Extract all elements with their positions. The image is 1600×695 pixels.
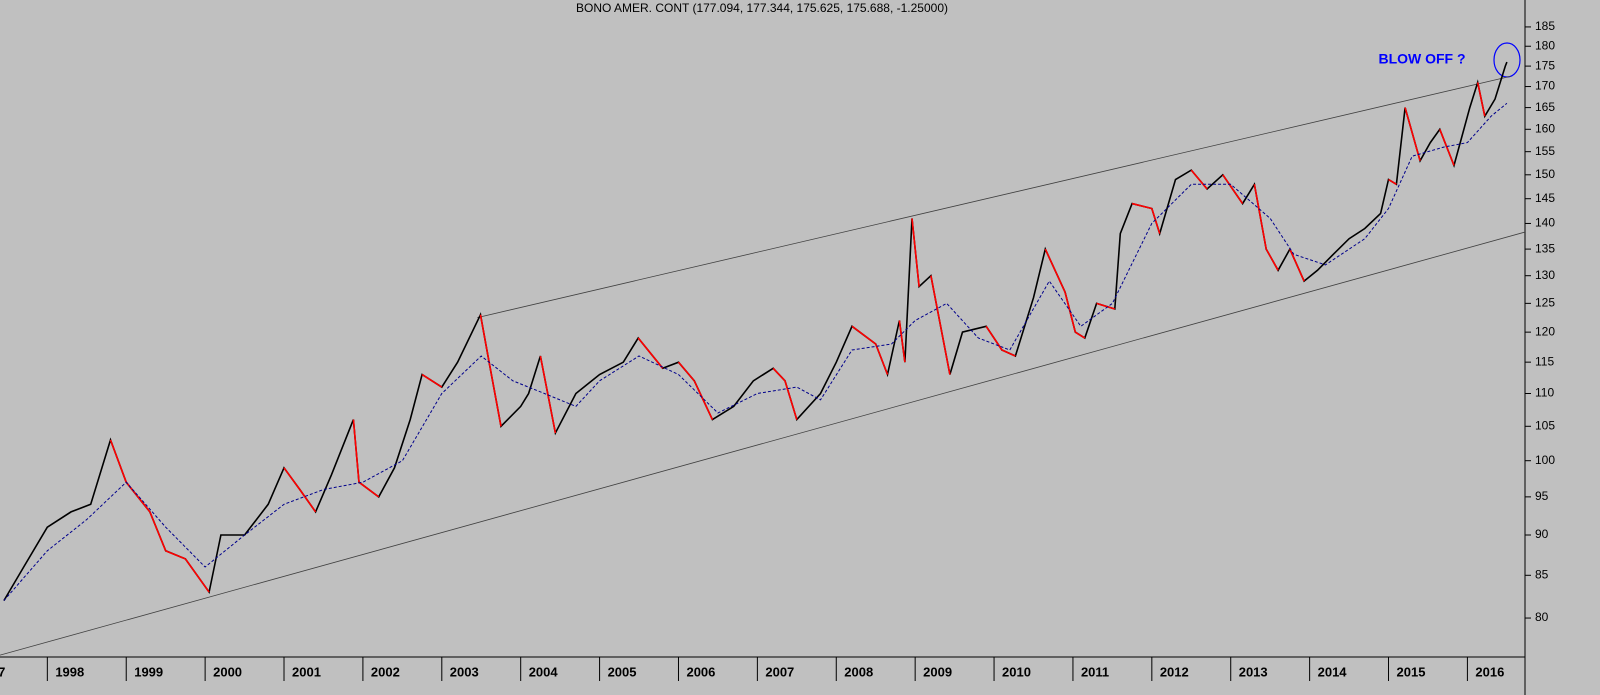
y-tick-label: 100 bbox=[1535, 453, 1555, 467]
down-segment bbox=[1404, 107, 1421, 162]
chart-title: BONO AMER. CONT (177.094, 177.344, 175.6… bbox=[576, 1, 948, 15]
down-segment bbox=[421, 373, 443, 388]
down-segment bbox=[851, 325, 877, 345]
y-tick-label: 180 bbox=[1535, 38, 1555, 52]
x-tick-label: 2008 bbox=[844, 664, 873, 679]
y-tick-label: 175 bbox=[1535, 58, 1555, 72]
y-tick-label: 105 bbox=[1535, 418, 1555, 432]
down-segment bbox=[930, 275, 951, 375]
down-segment bbox=[1064, 291, 1077, 333]
x-tick-label: 2007 bbox=[765, 664, 794, 679]
x-tick-label: 2014 bbox=[1318, 664, 1348, 679]
down-segment bbox=[539, 355, 557, 434]
down-segment bbox=[1096, 302, 1115, 310]
y-tick-label: 130 bbox=[1535, 268, 1555, 282]
y-tick-label: 145 bbox=[1535, 191, 1555, 205]
y-tick-label: 170 bbox=[1535, 79, 1555, 93]
down-segment bbox=[1074, 331, 1086, 339]
y-tick-label: 115 bbox=[1535, 354, 1554, 368]
y-tick-label: 160 bbox=[1535, 121, 1555, 135]
down-segment bbox=[1044, 248, 1066, 293]
y-tick-label: 80 bbox=[1535, 610, 1549, 624]
y-tick-label: 135 bbox=[1535, 241, 1555, 255]
down-segment bbox=[874, 343, 889, 375]
down-segment bbox=[352, 419, 360, 483]
x-tick-label: 2016 bbox=[1475, 664, 1504, 679]
down-segment bbox=[677, 361, 695, 382]
down-segment bbox=[637, 337, 664, 369]
y-tick-label: 125 bbox=[1535, 296, 1555, 310]
moving-average bbox=[3, 102, 1508, 601]
x-tick-label: 2005 bbox=[608, 664, 637, 679]
x-tick-label: 2002 bbox=[371, 664, 400, 679]
down-segment bbox=[772, 367, 786, 382]
x-tick-label: 2011 bbox=[1081, 664, 1109, 679]
y-tick-label: 155 bbox=[1535, 144, 1555, 158]
y-tick-label: 85 bbox=[1535, 567, 1549, 581]
down-segment bbox=[1001, 349, 1016, 357]
down-segment bbox=[1151, 208, 1161, 234]
x-tick-label: 2009 bbox=[923, 664, 952, 679]
down-segment bbox=[358, 481, 380, 498]
annotation: BLOW OFF ? bbox=[1378, 51, 1465, 67]
down-segment bbox=[693, 380, 714, 420]
x-tick-label: 2004 bbox=[529, 664, 559, 679]
x-tick-label: 2010 bbox=[1002, 664, 1031, 679]
down-segment bbox=[149, 511, 167, 552]
y-tick-label: 165 bbox=[1535, 100, 1555, 114]
x-tick-label: 2013 bbox=[1239, 664, 1268, 679]
down-segment bbox=[283, 467, 301, 490]
down-segment bbox=[1476, 82, 1486, 117]
down-segment bbox=[1253, 184, 1268, 250]
trend-line bbox=[477, 75, 1511, 318]
down-segment bbox=[985, 325, 1003, 351]
down-segment bbox=[479, 314, 490, 363]
x-tick-label: 1997 bbox=[0, 664, 5, 679]
x-tick-label: 1998 bbox=[55, 664, 84, 679]
x-tick-label: 2001 bbox=[292, 664, 321, 679]
y-tick-label: 185 bbox=[1535, 19, 1555, 33]
down-segment bbox=[1222, 174, 1244, 205]
x-tick-label: 2003 bbox=[450, 664, 479, 679]
y-tick-label: 110 bbox=[1535, 386, 1554, 400]
x-tick-label: 1999 bbox=[134, 664, 163, 679]
x-tick-label: 2000 bbox=[213, 664, 242, 679]
down-segment bbox=[184, 558, 210, 593]
y-tick-label: 90 bbox=[1535, 527, 1549, 541]
down-segment bbox=[1190, 169, 1208, 190]
down-segment bbox=[1131, 202, 1153, 210]
down-segment bbox=[1289, 248, 1305, 282]
down-segment bbox=[911, 218, 920, 287]
down-segment bbox=[1439, 129, 1455, 166]
x-tick-label: 2015 bbox=[1397, 664, 1426, 679]
down-segment bbox=[488, 362, 502, 427]
down-segment bbox=[165, 550, 186, 560]
y-tick-label: 120 bbox=[1535, 324, 1555, 338]
y-tick-label: 95 bbox=[1535, 489, 1549, 503]
trend-line bbox=[0, 231, 1525, 656]
y-tick-label: 140 bbox=[1535, 216, 1555, 230]
down-segment bbox=[1265, 248, 1279, 271]
down-segment bbox=[784, 380, 798, 420]
x-tick-label: 2006 bbox=[686, 664, 715, 679]
down-segment bbox=[109, 439, 127, 483]
down-segment bbox=[299, 489, 317, 513]
down-segment bbox=[898, 320, 906, 363]
y-tick-label: 150 bbox=[1535, 167, 1555, 181]
down-segment bbox=[1388, 178, 1397, 185]
x-tick-label: 2012 bbox=[1160, 664, 1189, 679]
